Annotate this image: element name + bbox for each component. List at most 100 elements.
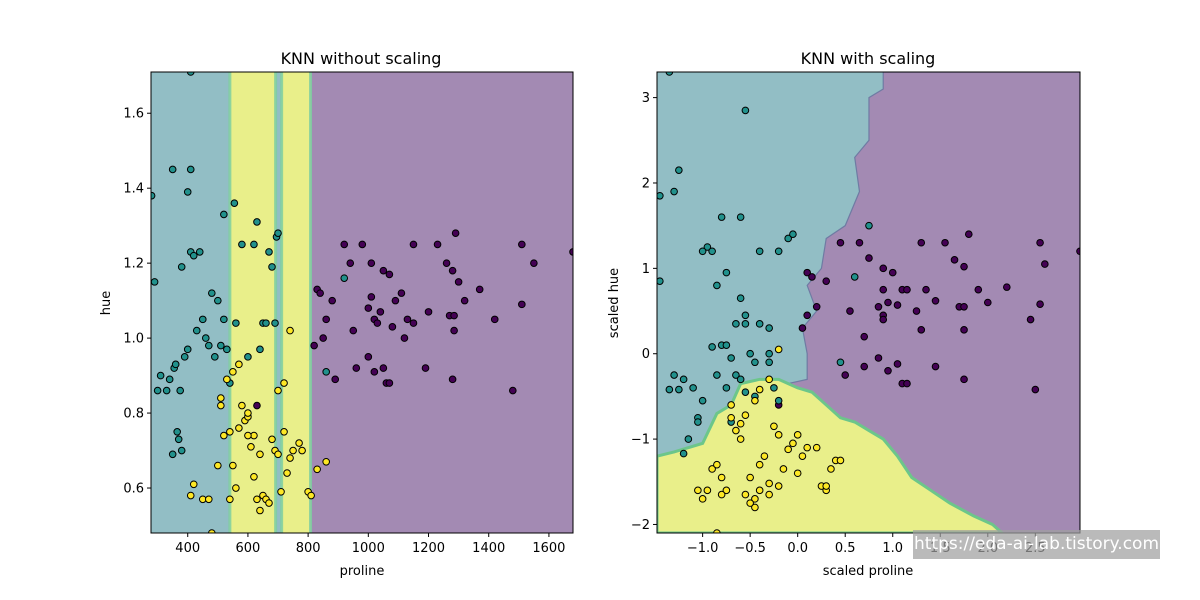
data-point-class-2 bbox=[313, 465, 321, 474]
data-point-class-0 bbox=[450, 326, 458, 335]
data-point-class-2 bbox=[732, 426, 740, 435]
data-point-class-1 bbox=[232, 319, 240, 327]
data-point-class-2 bbox=[226, 428, 234, 436]
data-point-class-0 bbox=[379, 266, 388, 275]
x-tick-label: 1600 bbox=[532, 541, 565, 556]
data-point-class-0 bbox=[253, 401, 261, 410]
data-point-class-2 bbox=[250, 472, 258, 481]
data-point-class-2 bbox=[765, 479, 773, 488]
plot-area bbox=[657, 72, 1080, 533]
data-point-class-2 bbox=[256, 506, 264, 515]
data-point-class-2 bbox=[827, 465, 835, 473]
data-point-class-2 bbox=[793, 431, 802, 439]
y-tick-label: 0.8 bbox=[123, 407, 144, 422]
data-point-class-0 bbox=[379, 364, 388, 372]
data-point-class-0 bbox=[922, 285, 930, 294]
data-point-class-2 bbox=[779, 465, 788, 473]
data-point-class-1 bbox=[732, 320, 740, 328]
data-point-class-0 bbox=[803, 268, 811, 277]
data-point-class-1 bbox=[675, 166, 683, 174]
data-point-class-2 bbox=[774, 345, 783, 354]
data-point-class-1 bbox=[684, 435, 693, 443]
data-point-class-0 bbox=[370, 368, 379, 376]
data-point-class-2 bbox=[286, 454, 294, 462]
x-tick-label: 1400 bbox=[472, 541, 505, 556]
decision-boundary bbox=[280, 72, 284, 533]
data-point-class-1 bbox=[208, 289, 216, 297]
data-point-class-1 bbox=[186, 165, 195, 174]
x-tick-label: 1000 bbox=[352, 541, 385, 556]
data-point-class-2 bbox=[798, 452, 807, 460]
data-point-class-0 bbox=[460, 296, 469, 305]
decision-region-class-2 bbox=[229, 72, 276, 533]
data-point-class-1 bbox=[741, 311, 750, 320]
data-point-class-2 bbox=[717, 473, 726, 482]
data-point-class-2 bbox=[822, 482, 830, 490]
x-tick-label: 1200 bbox=[412, 541, 445, 556]
data-point-class-1 bbox=[698, 247, 707, 256]
data-point-class-1 bbox=[755, 247, 764, 256]
data-point-class-0 bbox=[385, 270, 394, 279]
data-point-class-1 bbox=[322, 368, 330, 376]
data-point-class-0 bbox=[893, 301, 902, 309]
data-point-class-1 bbox=[174, 435, 183, 444]
data-point-class-0 bbox=[974, 285, 983, 294]
data-point-class-0 bbox=[388, 323, 397, 331]
data-point-class-1 bbox=[746, 349, 754, 358]
data-point-class-0 bbox=[490, 315, 499, 324]
data-point-class-1 bbox=[151, 191, 156, 200]
data-point-class-2 bbox=[265, 499, 273, 507]
data-point-class-2 bbox=[322, 457, 330, 466]
data-point-class-1 bbox=[192, 326, 201, 335]
data-point-class-2 bbox=[722, 486, 731, 495]
data-point-class-0 bbox=[409, 240, 418, 249]
data-point-class-0 bbox=[448, 266, 457, 275]
data-point-class-1 bbox=[176, 386, 184, 395]
data-point-class-2 bbox=[189, 480, 198, 489]
data-point-class-1 bbox=[675, 385, 683, 394]
x-tick-label: −0.5 bbox=[734, 541, 766, 556]
data-point-class-2 bbox=[708, 465, 716, 473]
data-point-class-0 bbox=[917, 238, 926, 247]
data-point-class-0 bbox=[1026, 315, 1035, 324]
data-point-class-2 bbox=[277, 487, 285, 496]
data-point-class-0 bbox=[358, 240, 367, 249]
data-point-class-1 bbox=[171, 360, 180, 369]
data-point-class-1 bbox=[151, 278, 159, 286]
data-point-class-0 bbox=[879, 285, 888, 294]
data-point-class-2 bbox=[736, 435, 745, 443]
data-point-class-0 bbox=[1031, 385, 1040, 394]
data-point-class-0 bbox=[912, 307, 921, 315]
panel-knn-without-scaling: KNN without scaling 400 600 800 1000 1200 140… bbox=[99, 49, 574, 579]
data-point-class-0 bbox=[860, 332, 869, 341]
data-point-class-1 bbox=[708, 343, 716, 351]
y-tick-label: 3 bbox=[642, 91, 650, 106]
data-point-class-2 bbox=[741, 490, 750, 499]
data-point-class-2 bbox=[295, 439, 303, 447]
data-point-class-1 bbox=[679, 449, 688, 458]
data-point-class-1 bbox=[168, 450, 177, 459]
data-point-class-2 bbox=[703, 486, 712, 495]
data-point-class-0 bbox=[364, 304, 373, 312]
data-point-class-2 bbox=[751, 495, 759, 503]
data-point-class-0 bbox=[1036, 238, 1044, 247]
data-point-class-2 bbox=[289, 446, 297, 455]
data-point-class-1 bbox=[223, 345, 231, 354]
data-point-class-2 bbox=[229, 461, 237, 470]
data-point-class-0 bbox=[884, 366, 892, 375]
data-point-class-0 bbox=[1076, 247, 1080, 256]
data-point-class-2 bbox=[217, 401, 225, 410]
data-point-class-2 bbox=[751, 503, 759, 512]
data-point-class-2 bbox=[253, 495, 261, 504]
data-point-class-2 bbox=[280, 379, 288, 387]
data-point-class-0 bbox=[475, 285, 484, 294]
data-point-class-2 bbox=[698, 495, 707, 503]
data-point-class-1 bbox=[271, 319, 279, 327]
data-point-class-2 bbox=[235, 360, 243, 369]
data-point-class-2 bbox=[238, 401, 246, 410]
data-point-class-0 bbox=[960, 262, 968, 271]
data-point-class-1 bbox=[665, 385, 674, 394]
data-point-class-2 bbox=[694, 486, 702, 495]
data-point-class-1 bbox=[244, 353, 252, 361]
